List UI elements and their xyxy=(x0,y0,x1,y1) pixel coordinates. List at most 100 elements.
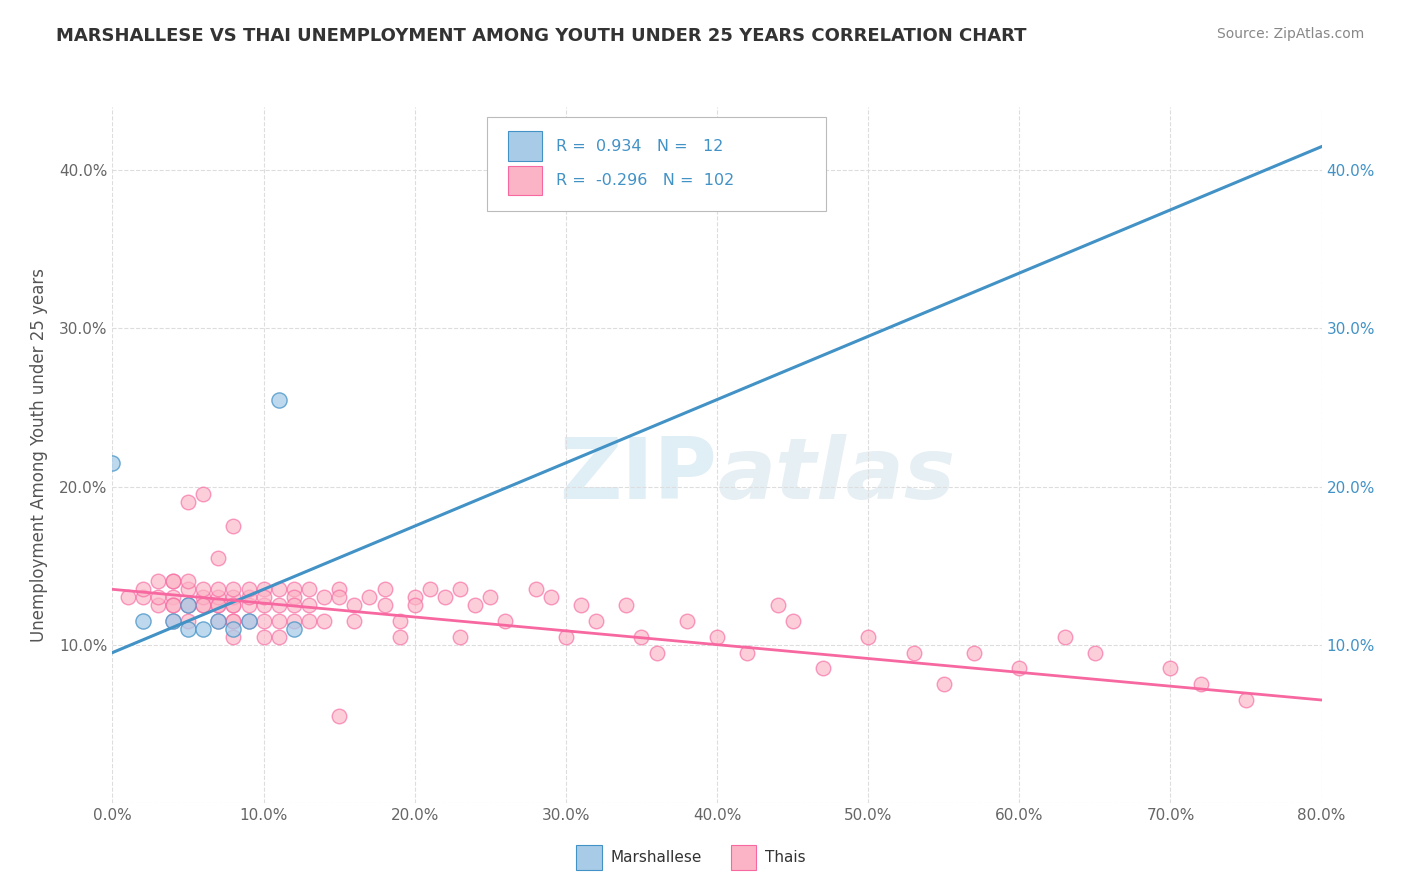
Point xyxy=(207,591,229,605)
Point xyxy=(177,598,200,612)
Point xyxy=(388,630,411,644)
Point xyxy=(1189,677,1212,691)
Point xyxy=(222,582,245,597)
Text: Marshallese: Marshallese xyxy=(610,850,702,864)
FancyBboxPatch shape xyxy=(508,131,541,161)
Point xyxy=(101,456,124,470)
Point xyxy=(162,614,184,628)
Point xyxy=(630,630,652,644)
Point xyxy=(191,622,214,636)
Point xyxy=(146,574,169,589)
Y-axis label: Unemployment Among Youth under 25 years: Unemployment Among Youth under 25 years xyxy=(30,268,48,642)
Point xyxy=(1008,661,1031,675)
Point xyxy=(388,614,411,628)
Point xyxy=(207,614,229,628)
Point xyxy=(222,630,245,644)
Point xyxy=(253,630,276,644)
Point xyxy=(207,550,229,565)
Point xyxy=(238,582,260,597)
Point xyxy=(645,646,668,660)
Point xyxy=(298,614,321,628)
Point xyxy=(146,591,169,605)
Point xyxy=(419,582,441,597)
Point xyxy=(191,487,214,501)
Point xyxy=(616,598,638,612)
Point xyxy=(162,598,184,612)
Text: ZIP: ZIP xyxy=(560,434,717,517)
Point xyxy=(585,614,607,628)
Point xyxy=(191,582,214,597)
Point xyxy=(177,582,200,597)
Point xyxy=(177,598,200,612)
Point xyxy=(1159,661,1181,675)
Point xyxy=(283,622,305,636)
FancyBboxPatch shape xyxy=(508,166,541,195)
Point xyxy=(569,598,592,612)
Point xyxy=(267,392,290,407)
Point xyxy=(267,630,290,644)
Point xyxy=(314,614,336,628)
Point xyxy=(253,591,276,605)
Point xyxy=(283,598,305,612)
Point xyxy=(177,598,200,612)
Point xyxy=(132,591,155,605)
Point xyxy=(222,598,245,612)
Point xyxy=(177,495,200,509)
Point xyxy=(782,614,804,628)
Text: Source: ZipAtlas.com: Source: ZipAtlas.com xyxy=(1216,27,1364,41)
FancyBboxPatch shape xyxy=(488,118,825,211)
Point xyxy=(811,661,834,675)
Point xyxy=(191,598,214,612)
Point xyxy=(162,614,184,628)
Point xyxy=(1234,693,1257,707)
Point xyxy=(374,598,396,612)
Point xyxy=(162,574,184,589)
Point xyxy=(162,591,184,605)
Point xyxy=(1084,646,1107,660)
Point xyxy=(404,598,426,612)
Point xyxy=(479,591,502,605)
Point xyxy=(162,574,184,589)
Point xyxy=(374,582,396,597)
Point xyxy=(963,646,986,660)
Text: R =  0.934   N =   12: R = 0.934 N = 12 xyxy=(557,138,724,153)
Point xyxy=(782,171,804,186)
Point xyxy=(207,614,229,628)
Point xyxy=(222,598,245,612)
Point xyxy=(328,708,350,723)
Point xyxy=(177,622,200,636)
Point xyxy=(343,614,366,628)
Point xyxy=(675,614,697,628)
Point xyxy=(222,614,245,628)
Point xyxy=(146,598,169,612)
Point xyxy=(433,591,456,605)
Point xyxy=(298,598,321,612)
Point xyxy=(524,582,547,597)
FancyBboxPatch shape xyxy=(731,845,756,870)
Point xyxy=(253,614,276,628)
Point xyxy=(737,646,759,660)
Point xyxy=(267,614,290,628)
Text: atlas: atlas xyxy=(717,434,955,517)
Point xyxy=(162,598,184,612)
Point xyxy=(238,591,260,605)
Point xyxy=(766,598,789,612)
Point xyxy=(283,582,305,597)
Point xyxy=(222,622,245,636)
Point xyxy=(267,598,290,612)
Point xyxy=(328,591,350,605)
Point xyxy=(540,591,562,605)
Point xyxy=(283,591,305,605)
Point xyxy=(449,630,471,644)
Point xyxy=(253,598,276,612)
Point xyxy=(132,582,155,597)
Point xyxy=(328,582,350,597)
Point xyxy=(238,614,260,628)
Point xyxy=(253,582,276,597)
Point xyxy=(238,614,260,628)
Point xyxy=(298,582,321,597)
Text: MARSHALLESE VS THAI UNEMPLOYMENT AMONG YOUTH UNDER 25 YEARS CORRELATION CHART: MARSHALLESE VS THAI UNEMPLOYMENT AMONG Y… xyxy=(56,27,1026,45)
Text: Thais: Thais xyxy=(765,850,806,864)
FancyBboxPatch shape xyxy=(576,845,602,870)
Point xyxy=(207,598,229,612)
